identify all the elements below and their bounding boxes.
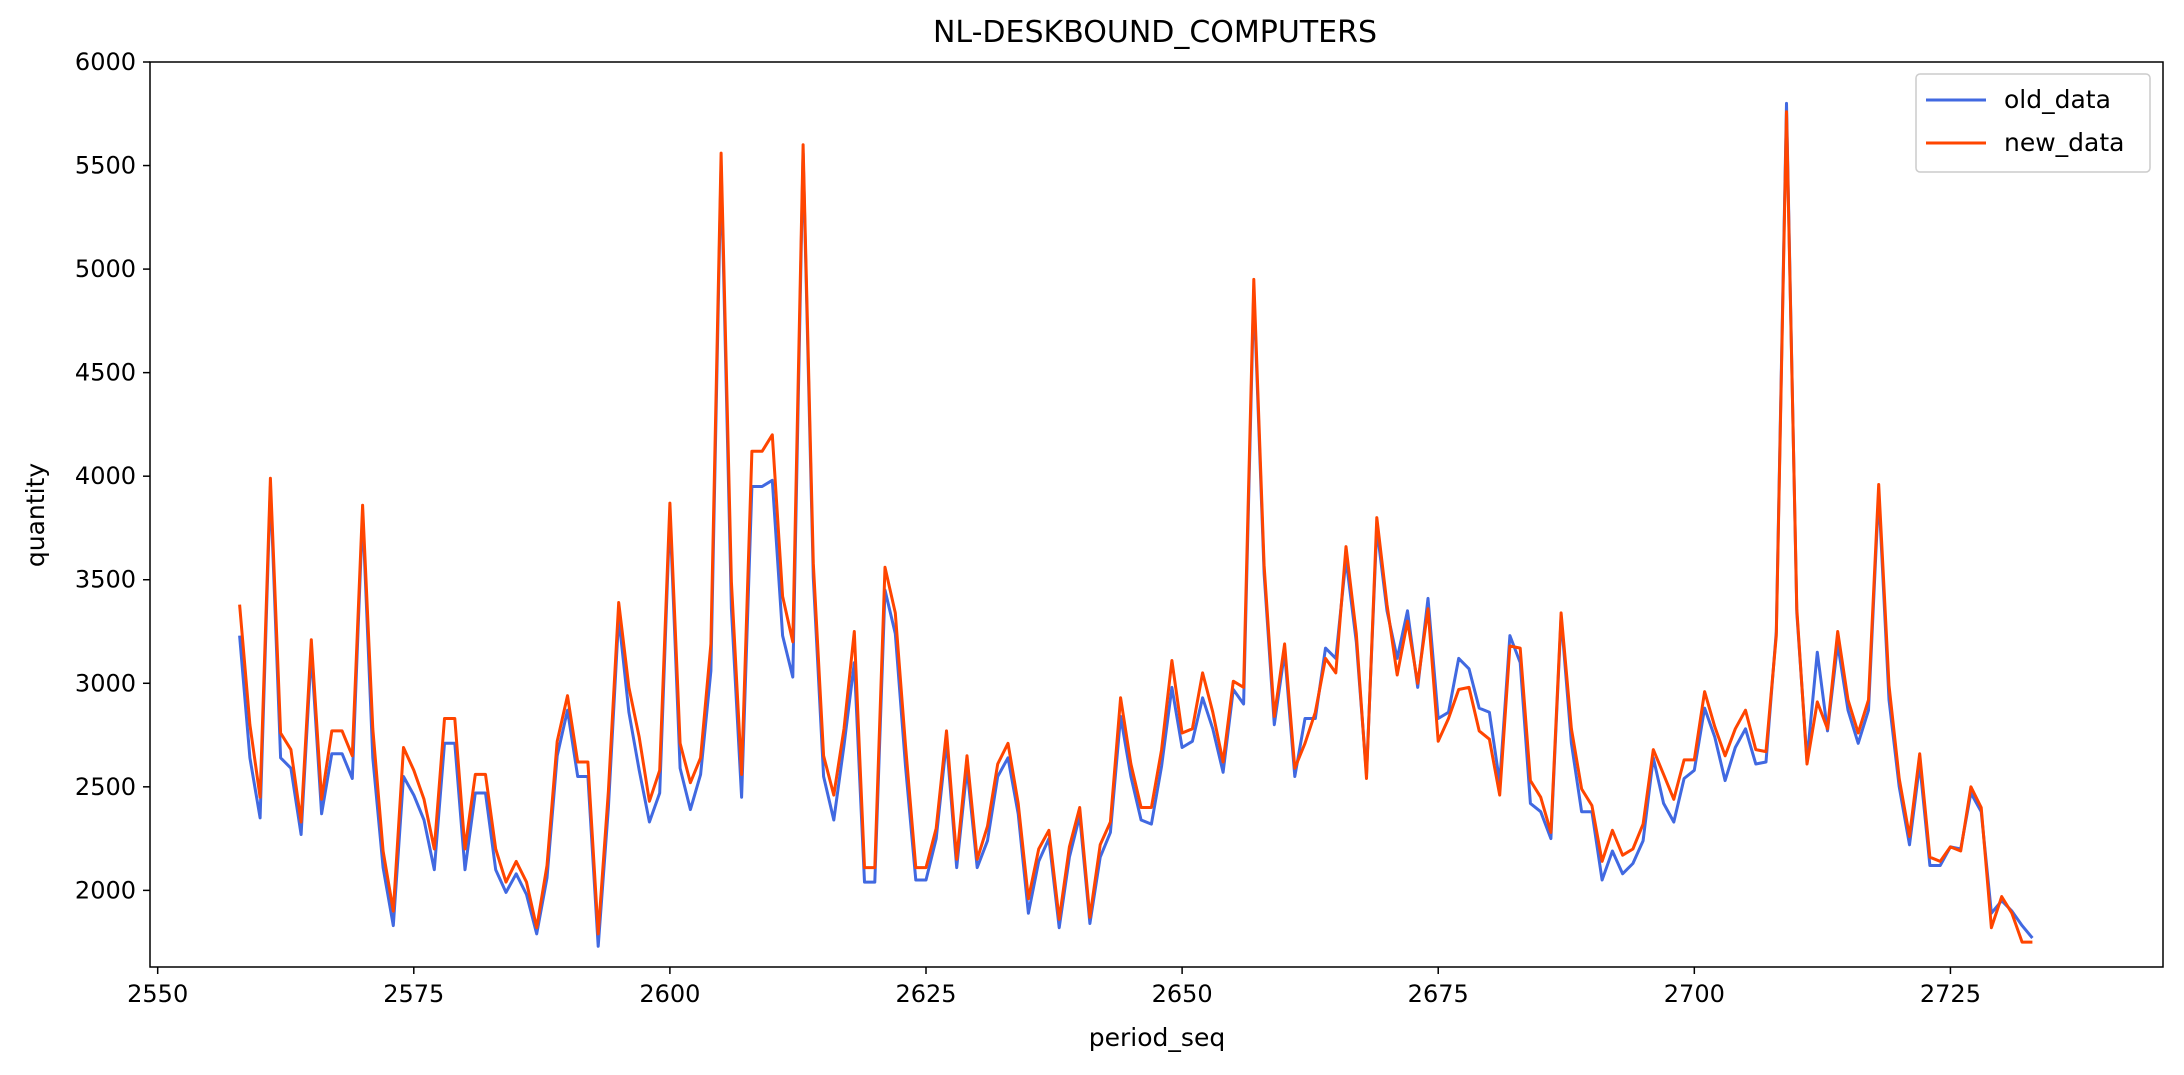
x-tick-label: 2550 — [127, 980, 188, 1008]
legend-label-new-data: new_data — [2004, 128, 2124, 157]
legend-label-old-data: old_data — [2004, 85, 2111, 114]
x-tick-label: 2650 — [1152, 980, 1213, 1008]
y-axis-label: quantity — [21, 463, 50, 567]
chart-title: NL-DESKBOUND_COMPUTERS — [933, 15, 1377, 50]
series-layer — [238, 101, 2034, 948]
y-tick-label: 3500 — [75, 566, 136, 594]
y-axis: 2000 2500 3000 3500 4000 4500 5000 5500 6000 — [75, 48, 150, 904]
x-tick-label: 2600 — [639, 980, 700, 1008]
x-tick-label: 2725 — [1920, 980, 1981, 1008]
x-tick-label: 2675 — [1408, 980, 1469, 1008]
y-tick-label: 2500 — [75, 773, 136, 801]
x-axis-label: period_seq — [1089, 1023, 1225, 1052]
y-tick-label: 2000 — [75, 876, 136, 904]
legend: old_data new_data — [1915, 73, 2151, 173]
series-line-new-data — [238, 110, 2033, 944]
y-tick-label: 6000 — [75, 48, 136, 76]
x-tick-label: 2575 — [383, 980, 444, 1008]
x-axis: 2550 2575 2600 2625 2650 2675 2700 2725 — [127, 967, 1981, 1008]
y-tick-label: 4000 — [75, 462, 136, 490]
x-tick-label: 2625 — [895, 980, 956, 1008]
x-tick-label: 2700 — [1664, 980, 1725, 1008]
y-tick-label: 5500 — [75, 152, 136, 180]
y-tick-label: 5000 — [75, 255, 136, 283]
y-tick-label: 4500 — [75, 359, 136, 387]
y-tick-label: 3000 — [75, 669, 136, 697]
plot-frame — [149, 61, 2164, 968]
